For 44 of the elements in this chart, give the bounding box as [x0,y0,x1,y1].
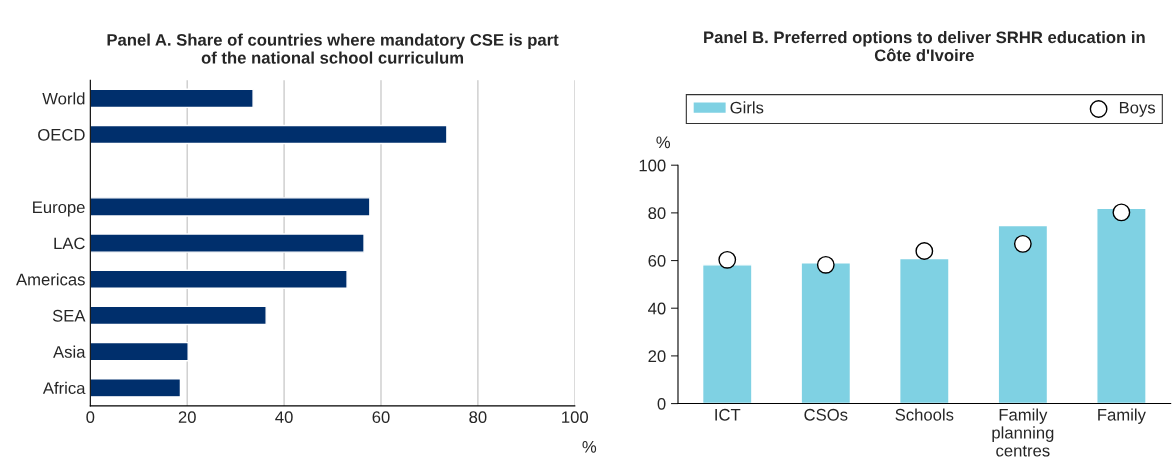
y-tick-label: 100 [639,159,666,172]
x-tick-label: Family planning centres [992,408,1054,457]
bar [90,124,448,145]
y-axis-title: % [656,136,671,149]
point [816,255,835,274]
x-tick-label: Schools [895,408,954,421]
y-tick-label: Americas [16,273,85,286]
y-tick-label: 60 [648,254,666,267]
y-tick-label: Asia [53,345,86,358]
y-tick-label: World [42,92,85,105]
bar [90,305,267,326]
x-tick-label: 20 [178,411,196,424]
bar [90,341,189,362]
x-tick-label: CSOs [804,408,848,421]
bar [90,197,371,217]
x-tick-label: 40 [275,411,293,424]
y-tick-label: 0 [657,397,666,410]
chart-title: Panel B. Preferred options to deliver SRHR education in Côte d'Ivoire [704,31,1145,62]
legend-label: Girls [730,101,764,114]
bar [90,269,348,290]
y-tick-label: 40 [648,302,666,315]
y-tick-label: SEA [52,309,86,322]
x-tick-label: 80 [469,411,487,424]
y-tick-label: Africa [42,381,86,395]
x-tick-label: 0 [86,411,95,424]
y-tick-label: 80 [648,207,666,220]
y-tick-label: LAC [54,237,85,250]
bar [90,378,182,398]
y-tick-label: Europe [33,201,85,217]
legend-label: Boys [1119,101,1156,117]
x-axis-title: % [582,441,597,453]
bar [90,233,365,253]
point [1112,203,1131,222]
x-tick-label: Family [1098,408,1146,424]
y-tick-label: OECD [38,128,85,141]
x-tick-label: ICT [715,408,741,421]
x-tick-label: 60 [372,411,390,424]
x-tick-label: 100 [562,411,589,424]
bar [997,224,1049,404]
bar [1096,207,1147,404]
bar [90,88,254,109]
point [1013,234,1032,253]
chart-title: Panel A. Share of countries where mandatory CSE is part of the national school curriculum [107,33,559,64]
y-tick-label: 20 [648,350,666,363]
